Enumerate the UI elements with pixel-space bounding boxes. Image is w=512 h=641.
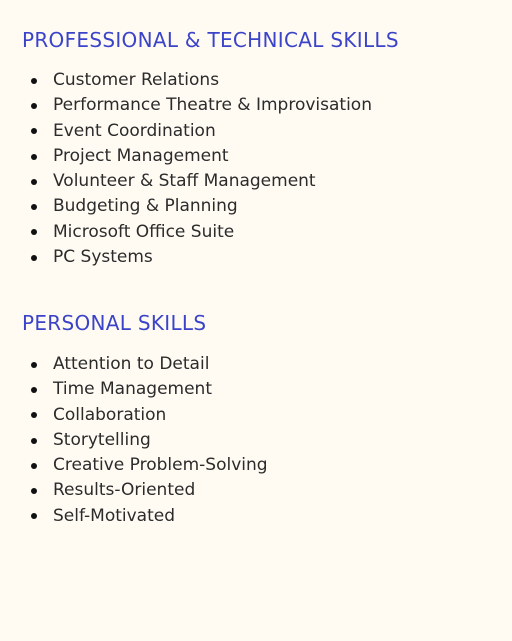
list-item: Performance Theatre & Improvisation: [0, 93, 372, 118]
list-item: Microsoft Office Suite: [0, 220, 372, 245]
skill-label: Time Management: [53, 379, 212, 400]
skill-label: Budgeting & Planning: [53, 196, 238, 217]
professional-skills-list: Customer Relations Performance Theatre &…: [0, 68, 372, 270]
skill-label: Project Management: [53, 145, 229, 166]
list-item: Event Coordination: [0, 119, 372, 144]
bullet-icon: [31, 437, 37, 444]
list-item: Attention to Detail: [0, 352, 268, 377]
skill-label: Volunteer & Staff Management: [53, 171, 316, 192]
skill-label: PC Systems: [53, 247, 153, 268]
bullet-icon: [31, 128, 37, 135]
list-item: Collaboration: [0, 403, 268, 428]
bullet-icon: [31, 386, 37, 393]
list-item: Results-Oriented: [0, 478, 268, 503]
bullet-icon: [31, 204, 37, 211]
skill-label: Microsoft Office Suite: [53, 221, 235, 242]
skill-label: Storytelling: [53, 429, 151, 450]
list-item: Storytelling: [0, 428, 268, 453]
list-item: Project Management: [0, 144, 372, 169]
list-item: Time Management: [0, 377, 268, 402]
bullet-icon: [31, 361, 37, 368]
bullet-icon: [31, 513, 37, 520]
list-item: Self-Motivated: [0, 504, 268, 529]
skill-label: Results-Oriented: [53, 480, 196, 501]
bullet-icon: [31, 254, 37, 261]
list-item: Creative Problem-Solving: [0, 453, 268, 478]
skill-label: Collaboration: [53, 404, 167, 425]
skill-label: Attention to Detail: [53, 354, 210, 374]
personal-skills-list: Attention to Detail Time Management Coll…: [0, 352, 268, 529]
list-item: Budgeting & Planning: [0, 194, 372, 219]
list-item: Customer Relations: [0, 68, 372, 93]
bullet-icon: [31, 229, 37, 236]
list-item: PC Systems: [0, 245, 372, 270]
list-item: Volunteer & Staff Management: [0, 169, 372, 194]
bullet-icon: [31, 178, 37, 185]
bullet-icon: [31, 102, 37, 109]
bullet-icon: [31, 77, 37, 84]
skill-label: Performance Theatre & Improvisation: [53, 95, 372, 116]
professional-skills-heading: PROFESSIONAL & TECHNICAL SKILLS: [22, 28, 399, 52]
bullet-icon: [31, 412, 37, 419]
skill-label: Event Coordination: [53, 120, 216, 141]
skill-label: Customer Relations: [53, 70, 220, 90]
bullet-icon: [31, 153, 37, 160]
skill-label: Self-Motivated: [53, 505, 176, 526]
personal-skills-heading: PERSONAL SKILLS: [22, 311, 207, 335]
bullet-icon: [31, 462, 37, 469]
skill-label: Creative Problem-Solving: [53, 455, 268, 476]
bullet-icon: [31, 488, 37, 495]
